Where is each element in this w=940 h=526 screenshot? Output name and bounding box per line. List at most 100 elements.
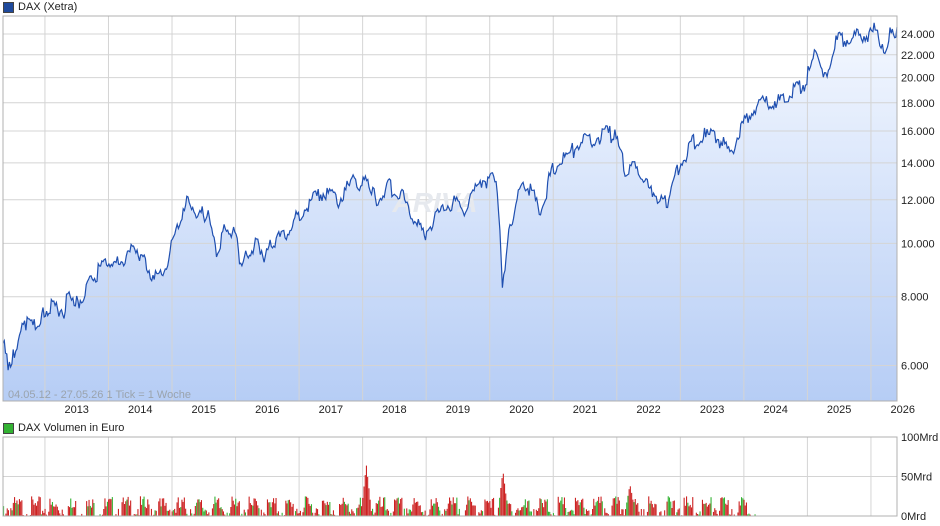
volume-bar xyxy=(673,500,675,516)
price-y-tick-label: 24.000 xyxy=(901,29,935,41)
volume-bar xyxy=(727,500,729,516)
price-legend: DAX (Xetra) xyxy=(3,0,77,14)
volume-bar xyxy=(380,506,382,516)
volume-bar xyxy=(453,503,455,516)
volume-bar xyxy=(161,498,163,516)
volume-bar xyxy=(372,508,374,516)
volume-bar xyxy=(197,499,199,516)
volume-bar xyxy=(563,497,565,516)
volume-bar xyxy=(546,499,548,516)
volume-bar xyxy=(414,502,416,516)
volume-bar xyxy=(400,499,402,516)
volume-bar xyxy=(412,504,414,516)
volume-bar xyxy=(165,502,167,516)
volume-bar xyxy=(111,497,113,516)
volume-frame xyxy=(2,436,898,517)
volume-bar xyxy=(274,503,276,516)
x-tick-label: 2023 xyxy=(700,404,724,416)
volume-bar xyxy=(369,499,371,516)
volume-bar xyxy=(671,508,673,516)
volume-bar xyxy=(198,499,200,516)
volume-bar xyxy=(109,498,111,516)
volume-bar xyxy=(390,512,392,516)
volume-bar xyxy=(494,514,496,516)
volume-bar xyxy=(20,501,22,516)
volume-bar xyxy=(683,497,685,516)
volume-bar xyxy=(522,506,524,516)
volume-legend-swatch xyxy=(3,422,14,434)
volume-bar xyxy=(291,506,293,516)
volume-bar xyxy=(309,505,311,516)
volume-bar xyxy=(104,498,106,516)
volume-bar xyxy=(345,504,347,516)
volume-bar xyxy=(205,510,207,516)
volume-bar xyxy=(637,503,639,516)
volume-bar xyxy=(281,512,283,516)
volume-bar xyxy=(728,514,730,516)
volume-bar xyxy=(398,503,400,516)
volume-bar xyxy=(535,509,537,516)
volume-bar xyxy=(155,510,157,516)
volume-bar xyxy=(418,505,420,516)
volume-bar xyxy=(174,508,176,516)
volume-bar xyxy=(61,509,63,516)
volume-bar xyxy=(627,495,629,516)
volume-bar xyxy=(183,497,185,516)
volume-bar xyxy=(435,498,437,516)
volume-bar xyxy=(655,504,657,516)
volume-bar xyxy=(171,511,173,516)
price-y-tick-label: 8.000 xyxy=(901,292,929,304)
volume-bar xyxy=(108,499,110,516)
volume-bar xyxy=(646,511,648,516)
volume-bar xyxy=(193,513,195,516)
volume-bar xyxy=(263,512,265,516)
volume-bar xyxy=(606,513,608,516)
volume-bar xyxy=(515,512,517,516)
volume-bar xyxy=(191,513,193,516)
volume-bar xyxy=(312,512,314,516)
volume-bar xyxy=(543,507,545,516)
volume-bar xyxy=(744,505,746,516)
volume-bar xyxy=(570,510,572,516)
volume-bar xyxy=(214,496,216,516)
volume-bar xyxy=(286,503,288,516)
volume-bar xyxy=(455,503,457,516)
volume-bar xyxy=(524,499,526,516)
volume-bar xyxy=(538,508,540,516)
volume-bar xyxy=(428,514,430,516)
volume-bar xyxy=(649,503,651,516)
volume-bar xyxy=(468,500,470,516)
volume-bar xyxy=(91,507,93,516)
volume-bar xyxy=(285,500,287,516)
volume-bar xyxy=(518,510,520,516)
volume-bar xyxy=(577,500,579,516)
volume-bar xyxy=(235,498,237,516)
volume-bar xyxy=(706,506,708,516)
volume-bar xyxy=(342,497,344,516)
volume-bar xyxy=(53,506,55,516)
volume-bar xyxy=(550,514,552,516)
volume-bar xyxy=(135,514,137,516)
volume-legend: DAX Volumen in Euro xyxy=(3,421,124,435)
volume-bar xyxy=(62,514,64,516)
volume-bar xyxy=(346,505,348,516)
volume-bar xyxy=(698,514,700,516)
volume-bar xyxy=(260,509,262,516)
volume-bar xyxy=(376,503,378,516)
volume-bar xyxy=(677,509,679,516)
volume-bar xyxy=(705,502,707,516)
volume-bar xyxy=(332,510,334,516)
volume-bar xyxy=(754,514,756,516)
volume-bar xyxy=(710,497,712,516)
volume-bar xyxy=(128,505,130,516)
volume-bar xyxy=(160,506,162,516)
volume-bar xyxy=(204,509,206,516)
volume-bar xyxy=(721,497,723,516)
volume-bar xyxy=(71,507,73,516)
price-y-tick-label: 18.000 xyxy=(901,98,935,110)
x-tick-label: 2019 xyxy=(446,404,470,416)
volume-bar xyxy=(723,497,725,516)
price-panel: 6.000 8.000 10.000 12.000 14.000 16.000 18.000… xyxy=(2,15,935,416)
volume-bar xyxy=(325,505,327,516)
volume-bar xyxy=(93,503,95,516)
